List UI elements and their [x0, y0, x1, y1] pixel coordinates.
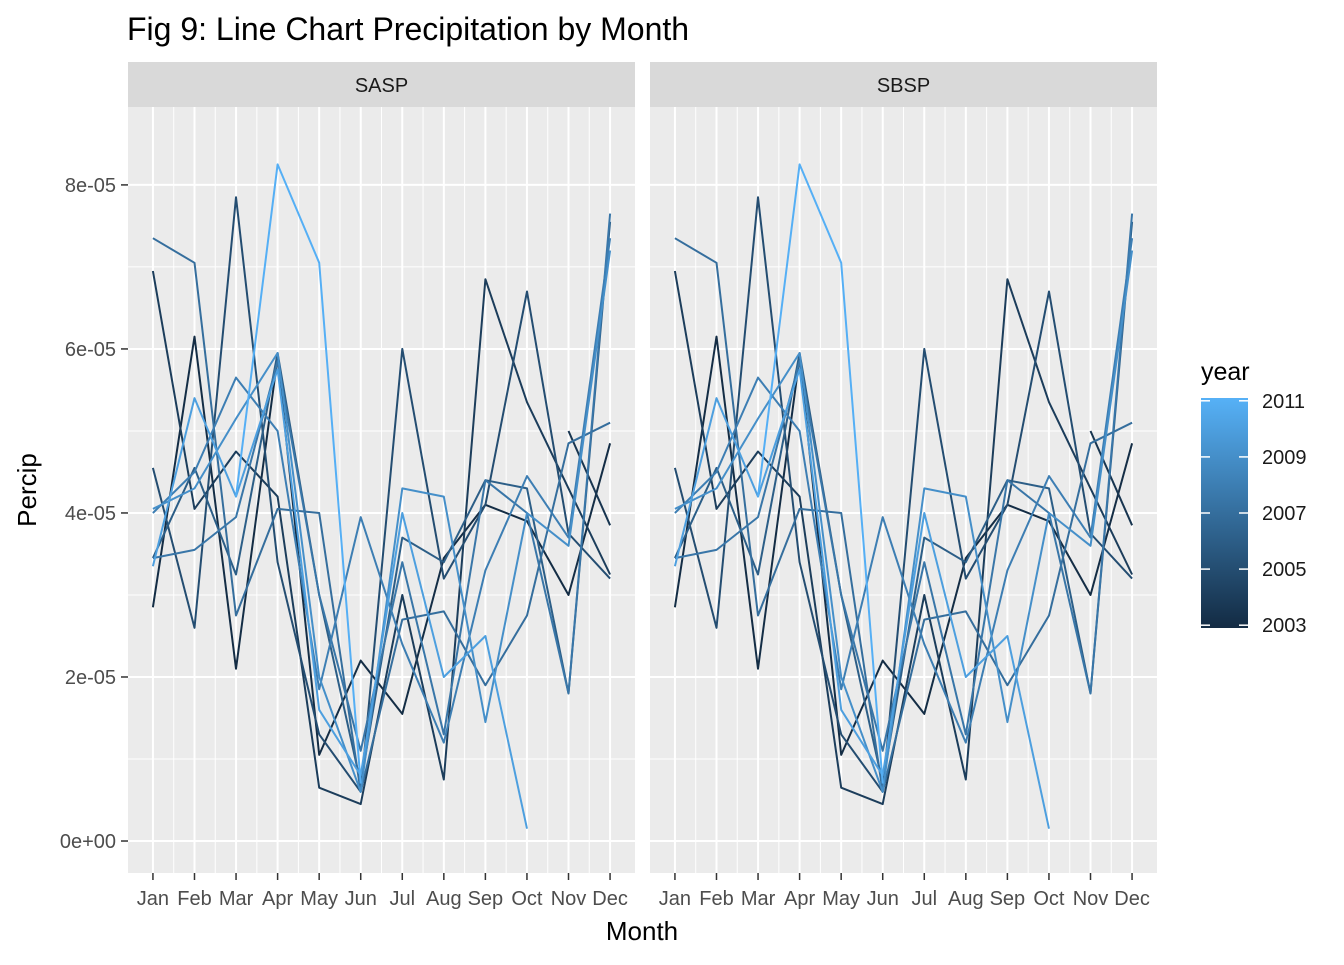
- x-tick-label: Jul: [911, 888, 937, 910]
- x-tick-label: May: [822, 888, 860, 910]
- facet-strip: [128, 62, 635, 107]
- series-line: [757, 163, 884, 784]
- x-tick-label: Dec: [592, 888, 628, 910]
- y-tick-label: 8e-05: [65, 175, 116, 197]
- legend-title: year: [1201, 358, 1250, 386]
- x-tick-label: Aug: [948, 888, 984, 910]
- series-line: [674, 213, 1134, 752]
- series-line: [673, 196, 1133, 793]
- legend-label: 2007: [1262, 503, 1307, 525]
- x-tick-label: Oct: [1033, 888, 1065, 910]
- x-tick-label: Sep: [990, 888, 1026, 910]
- x-tick-label: May: [300, 888, 338, 910]
- series-group: [151, 163, 612, 829]
- series-line: [673, 368, 1050, 829]
- series-line: [152, 238, 612, 744]
- facet-strip-label: SASP: [355, 75, 408, 97]
- x-tick-label: Apr: [784, 888, 815, 910]
- x-tick-label: Jul: [389, 888, 415, 910]
- x-tick-label: Jun: [867, 888, 899, 910]
- x-tick-label: Aug: [426, 888, 462, 910]
- y-tick-label: 4e-05: [65, 503, 116, 525]
- x-tick-label: Nov: [551, 888, 587, 910]
- x-tick-label: Dec: [1114, 888, 1150, 910]
- legend: year 2011 2009 2007 2005 2003: [1201, 358, 1307, 637]
- series-line: [151, 368, 528, 829]
- x-tick-label: Nov: [1073, 888, 1109, 910]
- x-tick-label: Feb: [177, 888, 211, 910]
- series-line: [567, 430, 612, 526]
- x-tick-label: Mar: [219, 888, 254, 910]
- legend-label: 2005: [1262, 559, 1307, 581]
- series-group: [673, 163, 1134, 829]
- legend-label: 2011: [1262, 391, 1305, 413]
- series-line: [1089, 430, 1134, 526]
- series-line: [152, 237, 611, 793]
- y-tick-label: 0e+00: [60, 831, 116, 853]
- facet-panel-sasp: SASP Jan Feb Mar Apr May Jun Jul Aug Sep Oct Nov Dec: [128, 62, 635, 910]
- y-tick-label: 6e-05: [65, 339, 116, 361]
- y-axis-title: Percip: [12, 453, 42, 527]
- series-line: [674, 237, 1133, 793]
- facet-panel-sbsp: SBSP Jan Feb Mar Apr May Jun Jul Aug Sep Oct Nov Dec: [650, 62, 1157, 910]
- series-line: [674, 238, 1134, 744]
- series-line: [152, 213, 612, 752]
- series-line: [673, 335, 1134, 756]
- legend-label: 2003: [1262, 615, 1307, 637]
- x-tick-label: Sep: [468, 888, 504, 910]
- x-tick-label: Feb: [699, 888, 733, 910]
- x-tick-label: Jan: [137, 888, 169, 910]
- x-tick-label: Jan: [659, 888, 691, 910]
- x-tick-label: Jun: [345, 888, 377, 910]
- facet-strip-label: SBSP: [877, 75, 930, 97]
- series-line: [151, 270, 612, 806]
- series-line: [151, 196, 611, 793]
- y-tick-label: 2e-05: [65, 667, 116, 689]
- x-tick-label: Oct: [511, 888, 543, 910]
- series-line: [235, 163, 362, 784]
- x-tick-label: Mar: [741, 888, 776, 910]
- chart-title: Fig 9: Line Chart Precipitation by Month: [127, 11, 689, 47]
- series-line: [673, 270, 1134, 806]
- y-axis: 0e+00 2e-05 4e-05 6e-05 8e-05: [60, 175, 128, 853]
- x-axis-title: Month: [606, 916, 678, 946]
- x-tick-label: Apr: [262, 888, 293, 910]
- series-line: [151, 335, 612, 756]
- facet-strip: [650, 62, 1157, 107]
- legend-label: 2009: [1262, 447, 1307, 469]
